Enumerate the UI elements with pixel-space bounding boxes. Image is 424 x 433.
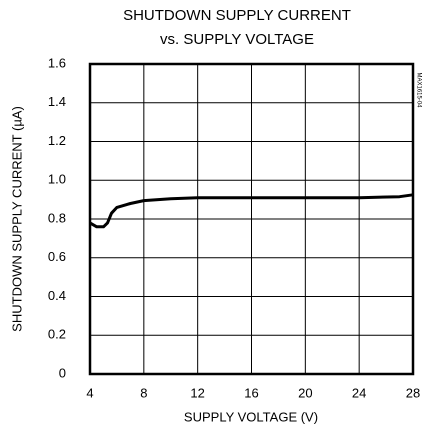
x-tick-label: 16 [244,385,258,400]
x-axis-label: SUPPLY VOLTAGE (V) [184,409,318,424]
plot-border [88,62,415,376]
chart-title: SHUTDOWN SUPPLY CURRENT [123,7,351,24]
annotation: MAX1615-04 [415,72,421,108]
y-tick-label: 1.4 [48,94,66,109]
y-tick-label: 0.8 [48,210,66,225]
y-tick-label: 1.2 [48,133,66,148]
y-tick-label: 0.6 [48,249,66,264]
x-tick-label: 4 [86,385,93,400]
y-tick-label: 1.0 [48,172,66,187]
data-line [89,193,414,229]
y-tick-label: 0 [59,365,66,380]
x-tick-label: 8 [140,385,147,400]
x-tick-label: 24 [352,385,366,400]
y-tick-label: 0.4 [48,288,66,303]
x-tick-label: 12 [190,385,204,400]
x-tick-label: 28 [406,385,420,400]
y-axis-label: SHUTDOWN SUPPLY CURRENT (µA) [9,106,24,332]
y-tick-label: 0.2 [48,327,66,342]
y-tick-label: 1.6 [48,55,66,70]
x-tick-label: 20 [298,385,312,400]
chart-subtitle: vs. SUPPLY VOLTAGE [160,31,314,48]
